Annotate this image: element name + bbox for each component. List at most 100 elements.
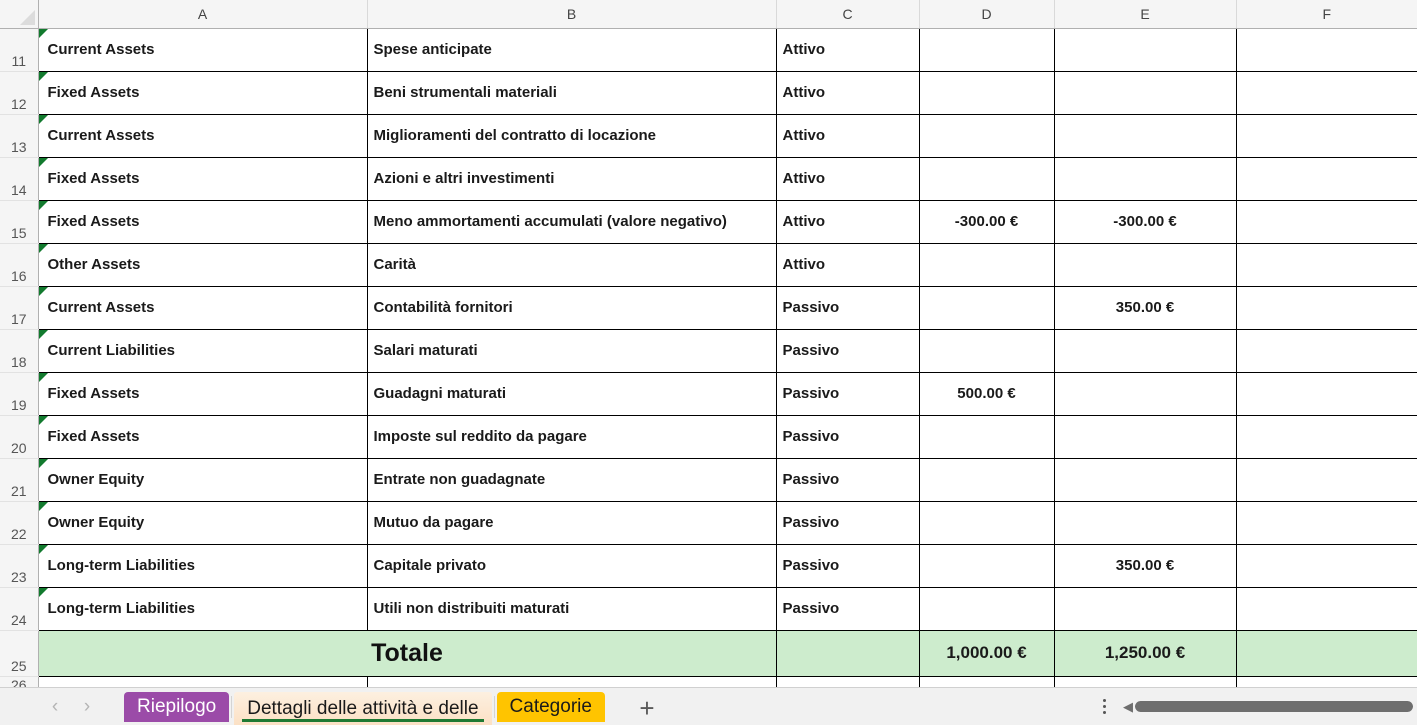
cell-b12[interactable]: Beni strumentali materiali	[366, 70, 777, 115]
cell-c21[interactable]: Passivo	[775, 457, 920, 502]
cell-c14[interactable]: Attivo	[775, 156, 920, 201]
cell-f20[interactable]	[1235, 414, 1417, 459]
cell-b26[interactable]	[366, 675, 777, 687]
cell-e21[interactable]	[1053, 457, 1237, 502]
cell-b17[interactable]: Contabilità fornitori	[366, 285, 777, 330]
table-row[interactable]: 20 Fixed Assets Imposte sul reddito da p…	[0, 414, 1417, 459]
cell-f18[interactable]	[1235, 328, 1417, 373]
sheet-tab-dettagli-active[interactable]: Dettagli delle attività e delle	[234, 691, 492, 725]
cell-f12[interactable]	[1235, 70, 1417, 115]
cell-c13[interactable]: Attivo	[775, 113, 920, 158]
row-header-24[interactable]: 24	[0, 587, 39, 631]
cell-e17[interactable]: 350.00 €	[1053, 285, 1237, 330]
cell-d17[interactable]	[918, 285, 1055, 330]
cell-c15[interactable]: Attivo	[775, 199, 920, 244]
table-row[interactable]: 13 Current Assets Miglioramenti del cont…	[0, 113, 1417, 158]
cell-b20[interactable]: Imposte sul reddito da pagare	[366, 414, 777, 459]
table-row[interactable]: 24 Long-term Liabilities Utili non distr…	[0, 586, 1417, 631]
row-header-18[interactable]: 18	[0, 329, 39, 373]
cell-b14[interactable]: Azioni e altri investimenti	[366, 156, 777, 201]
cell-f17[interactable]	[1235, 285, 1417, 330]
table-row[interactable]: 15 Fixed Assets Meno ammortamenti accumu…	[0, 199, 1417, 244]
row-header-11[interactable]: 11	[0, 28, 39, 72]
cell-e26[interactable]	[1053, 675, 1237, 687]
column-header-d[interactable]: D	[919, 0, 1055, 29]
cell-f14[interactable]	[1235, 156, 1417, 201]
table-row[interactable]: 19 Fixed Assets Guadagni maturati Passiv…	[0, 371, 1417, 416]
table-row[interactable]: 14 Fixed Assets Azioni e altri investime…	[0, 156, 1417, 201]
cell-c25[interactable]	[775, 629, 920, 677]
cell-e13[interactable]	[1053, 113, 1237, 158]
cell-c26[interactable]	[775, 675, 920, 687]
row-header-23[interactable]: 23	[0, 544, 39, 588]
next-sheet-arrow-icon[interactable]: ›	[83, 695, 91, 717]
column-header-a[interactable]: A	[38, 0, 368, 29]
cell-d18[interactable]	[918, 328, 1055, 373]
cell-f24[interactable]	[1235, 586, 1417, 631]
cell-e25-total[interactable]: 1,250.00 €	[1053, 629, 1237, 677]
table-row[interactable]: 22 Owner Equity Mutuo da pagare Passivo	[0, 500, 1417, 545]
cell-c23[interactable]: Passivo	[775, 543, 920, 588]
cell-d24[interactable]	[918, 586, 1055, 631]
cell-a23[interactable]: Long-term Liabilities	[37, 543, 368, 588]
table-row[interactable]: 12 Fixed Assets Beni strumentali materia…	[0, 70, 1417, 115]
cell-e20[interactable]	[1053, 414, 1237, 459]
cell-d19[interactable]: 500.00 €	[918, 371, 1055, 416]
cell-f19[interactable]	[1235, 371, 1417, 416]
table-row[interactable]: 23 Long-term Liabilities Capitale privat…	[0, 543, 1417, 588]
column-header-e[interactable]: E	[1054, 0, 1237, 29]
cell-e24[interactable]	[1053, 586, 1237, 631]
cell-e16[interactable]	[1053, 242, 1237, 287]
column-header-c[interactable]: C	[776, 0, 920, 29]
cell-a15[interactable]: Fixed Assets	[37, 199, 368, 244]
cell-a26[interactable]	[37, 675, 368, 687]
cell-a24[interactable]: Long-term Liabilities	[37, 586, 368, 631]
cell-a22[interactable]: Owner Equity	[37, 500, 368, 545]
column-header-b[interactable]: B	[367, 0, 777, 29]
cell-e19[interactable]	[1053, 371, 1237, 416]
row-header-15[interactable]: 15	[0, 200, 39, 244]
cell-e11[interactable]	[1053, 27, 1237, 72]
row-header-21[interactable]: 21	[0, 458, 39, 502]
cell-a20[interactable]: Fixed Assets	[37, 414, 368, 459]
row-header-12[interactable]: 12	[0, 71, 39, 115]
cell-c11[interactable]: Attivo	[775, 27, 920, 72]
cell-d25-total[interactable]: 1,000.00 €	[918, 629, 1055, 677]
row-header-25[interactable]: 25	[0, 630, 39, 677]
table-row[interactable]: 16 Other Assets Carità Attivo	[0, 242, 1417, 287]
spreadsheet-grid[interactable]: A B C D E F 11 Current Assets Spese anti…	[0, 0, 1417, 687]
cell-total-label[interactable]: Totale	[37, 629, 777, 677]
cell-b16[interactable]: Carità	[366, 242, 777, 287]
cell-a19[interactable]: Fixed Assets	[37, 371, 368, 416]
add-sheet-button[interactable]: +	[639, 693, 655, 723]
cell-d20[interactable]	[918, 414, 1055, 459]
cell-a16[interactable]: Other Assets	[37, 242, 368, 287]
cell-f11[interactable]	[1235, 27, 1417, 72]
cell-f25[interactable]	[1235, 629, 1417, 677]
cell-a12[interactable]: Fixed Assets	[37, 70, 368, 115]
cell-c18[interactable]: Passivo	[775, 328, 920, 373]
cell-d26[interactable]	[918, 675, 1055, 687]
cell-c22[interactable]: Passivo	[775, 500, 920, 545]
cell-e14[interactable]	[1053, 156, 1237, 201]
cell-b13[interactable]: Miglioramenti del contratto di locazione	[366, 113, 777, 158]
sheet-tab-riepilogo[interactable]: Riepilogo	[124, 691, 230, 722]
cell-b11[interactable]: Spese anticipate	[366, 27, 777, 72]
row-header-17[interactable]: 17	[0, 286, 39, 330]
cell-e22[interactable]	[1053, 500, 1237, 545]
cell-d15[interactable]: -300.00 €	[918, 199, 1055, 244]
cell-c17[interactable]: Passivo	[775, 285, 920, 330]
cell-e18[interactable]	[1053, 328, 1237, 373]
horizontal-scrollbar[interactable]	[1135, 701, 1413, 712]
total-row[interactable]: 25 Totale 1,000.00 € 1,250.00 €	[0, 629, 1417, 677]
cell-a21[interactable]: Owner Equity	[37, 457, 368, 502]
cell-a18[interactable]: Current Liabilities	[37, 328, 368, 373]
cell-d16[interactable]	[918, 242, 1055, 287]
cell-b24[interactable]: Utili non distribuiti maturati	[366, 586, 777, 631]
row-header-16[interactable]: 16	[0, 243, 39, 287]
cell-b15[interactable]: Meno ammortamenti accumulati (valore neg…	[366, 199, 777, 244]
cell-f26[interactable]	[1235, 675, 1417, 687]
cell-d22[interactable]	[918, 500, 1055, 545]
cell-d14[interactable]	[918, 156, 1055, 201]
more-options-icon[interactable]	[1091, 692, 1117, 722]
